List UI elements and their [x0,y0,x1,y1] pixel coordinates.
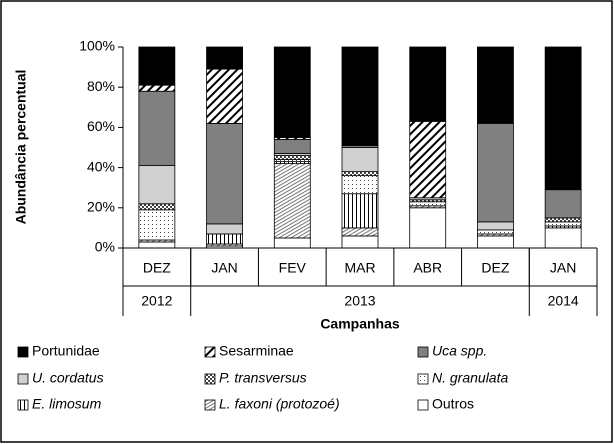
bar-segment [138,165,176,205]
legend-swatch [17,399,29,411]
bar-segment [138,46,176,86]
legend-swatch [417,373,429,385]
y-tick-label: 40% [87,158,115,174]
bar-segment [341,46,379,146]
x-tick-label: JAN [211,260,237,276]
bar-segment [206,46,243,70]
bar-segment [477,221,514,231]
legend-label: U. cordatus [32,370,104,386]
legend-label: Outros [432,396,474,412]
legend-swatch [204,373,216,385]
bar-segment [341,193,379,229]
x-tick-label: DEZ [481,260,509,276]
x-tick-label: MAR [344,260,375,276]
legend-swatch [17,346,29,358]
bar-segment [206,223,243,235]
legend-swatch [17,373,29,385]
x-axis-title: Campanhas [320,316,400,332]
legend-label: L. faxoni (protozoé) [219,396,340,412]
bar-segment [409,207,447,249]
x-tick-label: FEV [279,260,307,276]
y-tick-label: 20% [87,199,115,215]
x-tick-label: DEZ [143,260,171,276]
group-label: 2013 [344,293,375,309]
legend-label: Sesarminae [219,343,294,359]
bar-segment [544,189,582,219]
bar-segment [273,155,311,160]
x-tick-label: ABR [413,260,442,276]
bar-segment [138,90,176,166]
bar-segment [138,203,176,211]
bar-segment [341,227,379,237]
y-tick-label: 80% [87,78,115,94]
bar-segment [409,201,447,207]
bar-segment [477,229,514,235]
legend-label: Uca spp. [432,343,487,359]
bar-segment [206,122,243,225]
legend-swatch [204,346,216,358]
bar-segment [273,163,311,239]
legend-swatch [204,399,216,411]
legend-label: Portunidae [32,343,100,359]
y-tick-label: 60% [87,118,115,134]
bar-segment [341,147,379,173]
bar-segment [544,46,582,191]
x-tick-label: JAN [550,260,576,276]
bar-segment [477,122,514,223]
bar-segment [477,46,514,124]
legend-label: N. granulata [432,370,508,386]
bar-segment [273,237,311,249]
bar-segment [544,217,582,223]
bar-segment [138,209,176,241]
legend-swatch [417,399,429,411]
bar-segment [341,175,379,195]
bar-segment [544,227,582,249]
bar-segment [409,120,447,199]
group-label: 2014 [548,293,579,309]
legend-label: E. limosum [32,396,102,412]
bar-segment [206,68,243,124]
bar-segment [138,84,176,92]
y-axis-title: Abundância percentual [13,70,29,225]
y-tick-label: 100% [79,38,115,54]
group-label: 2012 [141,293,172,309]
bar-segment [341,235,379,249]
bar-segment [544,221,582,227]
bar-segment [138,241,176,249]
bar-segment [273,46,311,138]
bar-segment [477,235,514,249]
legend-label: P. transversus [219,370,307,386]
bar-segment [341,171,379,177]
legend-swatch [417,346,429,358]
bar-segment [273,139,311,154]
bar-segment [409,46,447,122]
y-tick-label: 0% [95,239,115,255]
bar-segment [206,233,243,245]
